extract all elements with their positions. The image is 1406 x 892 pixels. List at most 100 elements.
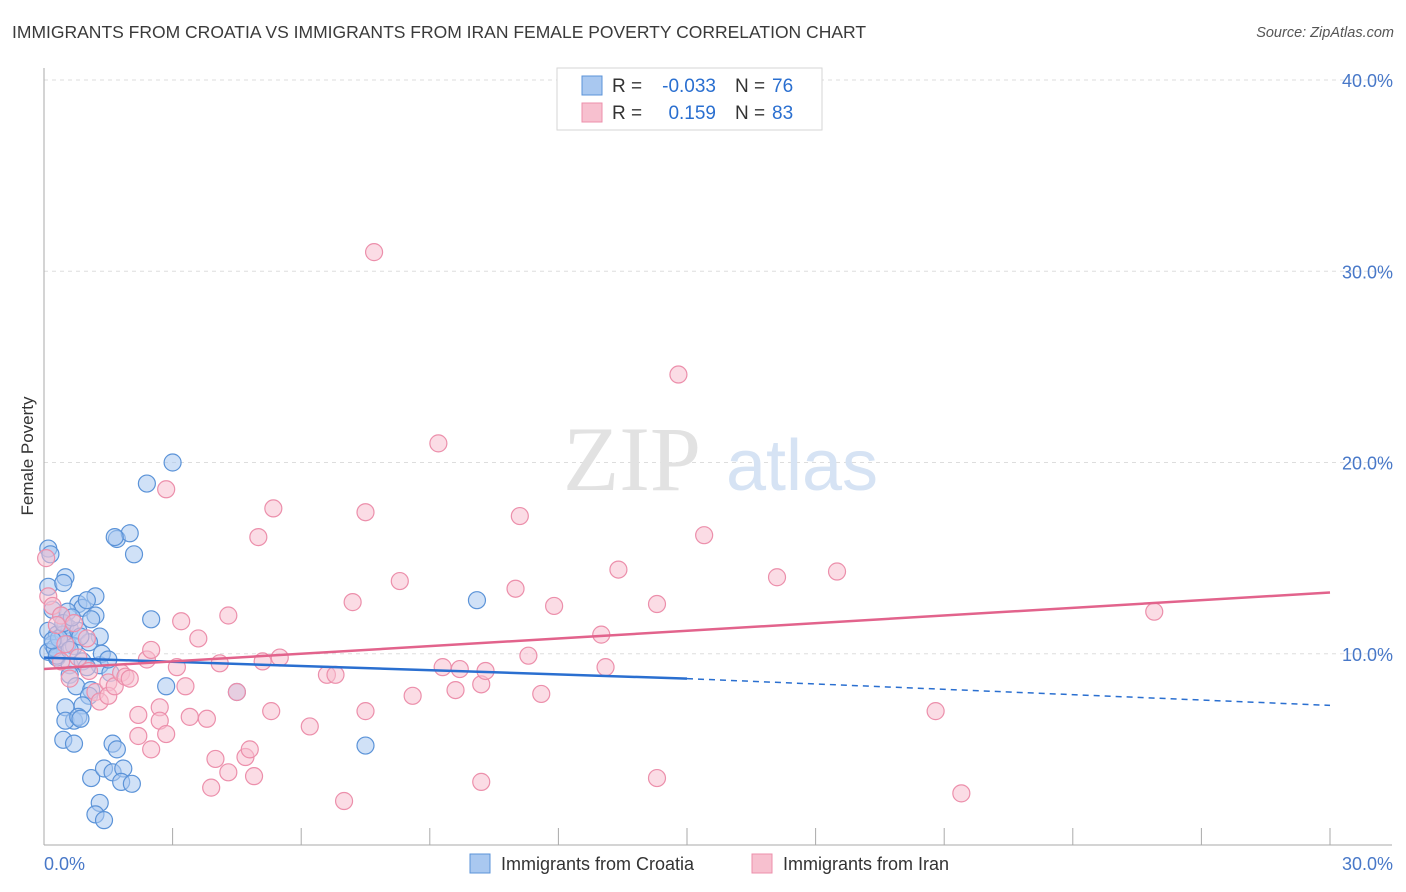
- x-tick-label-min: 0.0%: [44, 854, 85, 874]
- iran-point: [197, 709, 216, 728]
- iran-point: [926, 702, 945, 721]
- croatia-point: [64, 734, 84, 753]
- iran-trend-line: [43, 591, 1331, 671]
- iran-point: [326, 665, 345, 684]
- croatia-point: [137, 474, 156, 493]
- axes: [43, 68, 1392, 846]
- y-tick-labels: 10.0% 20.0% 30.0% 40.0%: [1342, 71, 1393, 665]
- x-tick-label-max: 30.0%: [1342, 854, 1393, 874]
- croatia-point: [157, 677, 176, 696]
- stats-swatch-croatia: [581, 75, 603, 96]
- croatia-trend-extension: [686, 677, 1331, 707]
- iran-point: [647, 768, 667, 788]
- iran-point: [545, 596, 564, 616]
- watermark-atlas: atlas: [726, 426, 878, 506]
- trend-lines: [43, 591, 1331, 707]
- stats-r-value-croatia: -0.033: [662, 76, 716, 97]
- croatia-point: [54, 573, 73, 593]
- iran-point: [157, 480, 176, 499]
- stats-legend: R = -0.033 N = 76 R = 0.159 N = 83: [556, 67, 823, 131]
- iran-point: [596, 658, 615, 677]
- croatia-point: [142, 610, 161, 629]
- iran-point: [47, 615, 66, 635]
- chart-title: IMMIGRANTS FROM CROATIA VS IMMIGRANTS FR…: [12, 22, 867, 42]
- iran-point: [142, 640, 161, 660]
- iran-point: [219, 606, 238, 625]
- x-ticks: [43, 828, 1331, 845]
- iran-point: [240, 740, 259, 759]
- iran-point: [510, 506, 529, 526]
- source-label: Source: ZipAtlas.com: [1256, 25, 1394, 41]
- iran-point: [609, 560, 628, 579]
- stats-r-label-croatia: R =: [612, 76, 642, 97]
- croatia-point: [467, 591, 487, 610]
- legend-swatch-iran[interactable]: [751, 853, 773, 874]
- iran-point: [343, 593, 362, 612]
- iran-point: [450, 659, 469, 679]
- iran-point: [952, 784, 971, 803]
- croatia-trend-line: [43, 656, 688, 680]
- iran-point: [142, 740, 161, 759]
- iran-point: [519, 646, 538, 665]
- iran-point: [227, 682, 246, 702]
- y-tick-label: 40.0%: [1342, 71, 1393, 91]
- y-axis-label: Female Poverty: [18, 396, 37, 516]
- iran-point: [300, 717, 319, 736]
- stats-r-label-iran: R =: [612, 103, 642, 124]
- iran-point: [249, 527, 268, 547]
- iran-point: [695, 526, 714, 545]
- iran-point: [446, 680, 465, 700]
- iran-point: [64, 614, 84, 633]
- iran-point: [189, 629, 208, 648]
- stats-r-value-iran: 0.159: [668, 103, 716, 124]
- iran-point: [403, 686, 422, 705]
- iran-point: [219, 763, 238, 782]
- iran-point: [767, 568, 787, 587]
- iran-point: [202, 778, 221, 797]
- iran-point: [172, 612, 191, 631]
- legend-swatch-croatia[interactable]: [469, 853, 491, 874]
- watermark-zip: ZIP: [563, 408, 701, 510]
- stats-n-value-croatia: 76: [772, 76, 793, 97]
- iran-point: [77, 629, 96, 648]
- legend-label-croatia: Immigrants from Croatia: [501, 854, 695, 874]
- croatia-point: [122, 774, 141, 793]
- iran-point: [120, 669, 139, 688]
- iran-point: [647, 594, 667, 614]
- iran-point: [270, 648, 289, 667]
- croatia-points: [39, 453, 487, 830]
- iran-point: [206, 749, 225, 769]
- iran-point: [827, 562, 847, 581]
- iran-point: [356, 702, 375, 721]
- croatia-point: [71, 709, 90, 728]
- iran-point: [433, 658, 452, 677]
- iran-point: [129, 705, 148, 725]
- stats-swatch-iran: [581, 102, 603, 123]
- stats-n-label-croatia: N =: [735, 76, 765, 97]
- iran-point: [334, 791, 354, 811]
- iran-point: [1145, 602, 1164, 621]
- stats-n-label-iran: N =: [735, 103, 765, 124]
- croatia-point: [120, 524, 139, 543]
- iran-point: [244, 767, 264, 786]
- iran-point: [669, 365, 688, 384]
- iran-point: [180, 707, 199, 726]
- iran-point: [56, 635, 75, 654]
- croatia-point: [77, 591, 96, 610]
- iran-point: [532, 684, 551, 704]
- iran-point: [356, 503, 375, 522]
- croatia-point: [107, 740, 126, 759]
- croatia-point: [163, 453, 182, 472]
- iran-point: [429, 434, 448, 453]
- y-tick-label: 20.0%: [1342, 454, 1393, 474]
- croatia-point: [94, 811, 114, 830]
- iran-point: [264, 499, 283, 518]
- iran-point: [472, 772, 491, 791]
- iran-point: [60, 669, 79, 688]
- watermark: ZIP atlas: [563, 408, 878, 510]
- y-tick-label: 10.0%: [1342, 645, 1393, 665]
- iran-point: [390, 571, 409, 591]
- iran-point: [176, 677, 195, 696]
- croatia-point: [82, 768, 101, 788]
- stats-n-value-iran: 83: [772, 103, 793, 124]
